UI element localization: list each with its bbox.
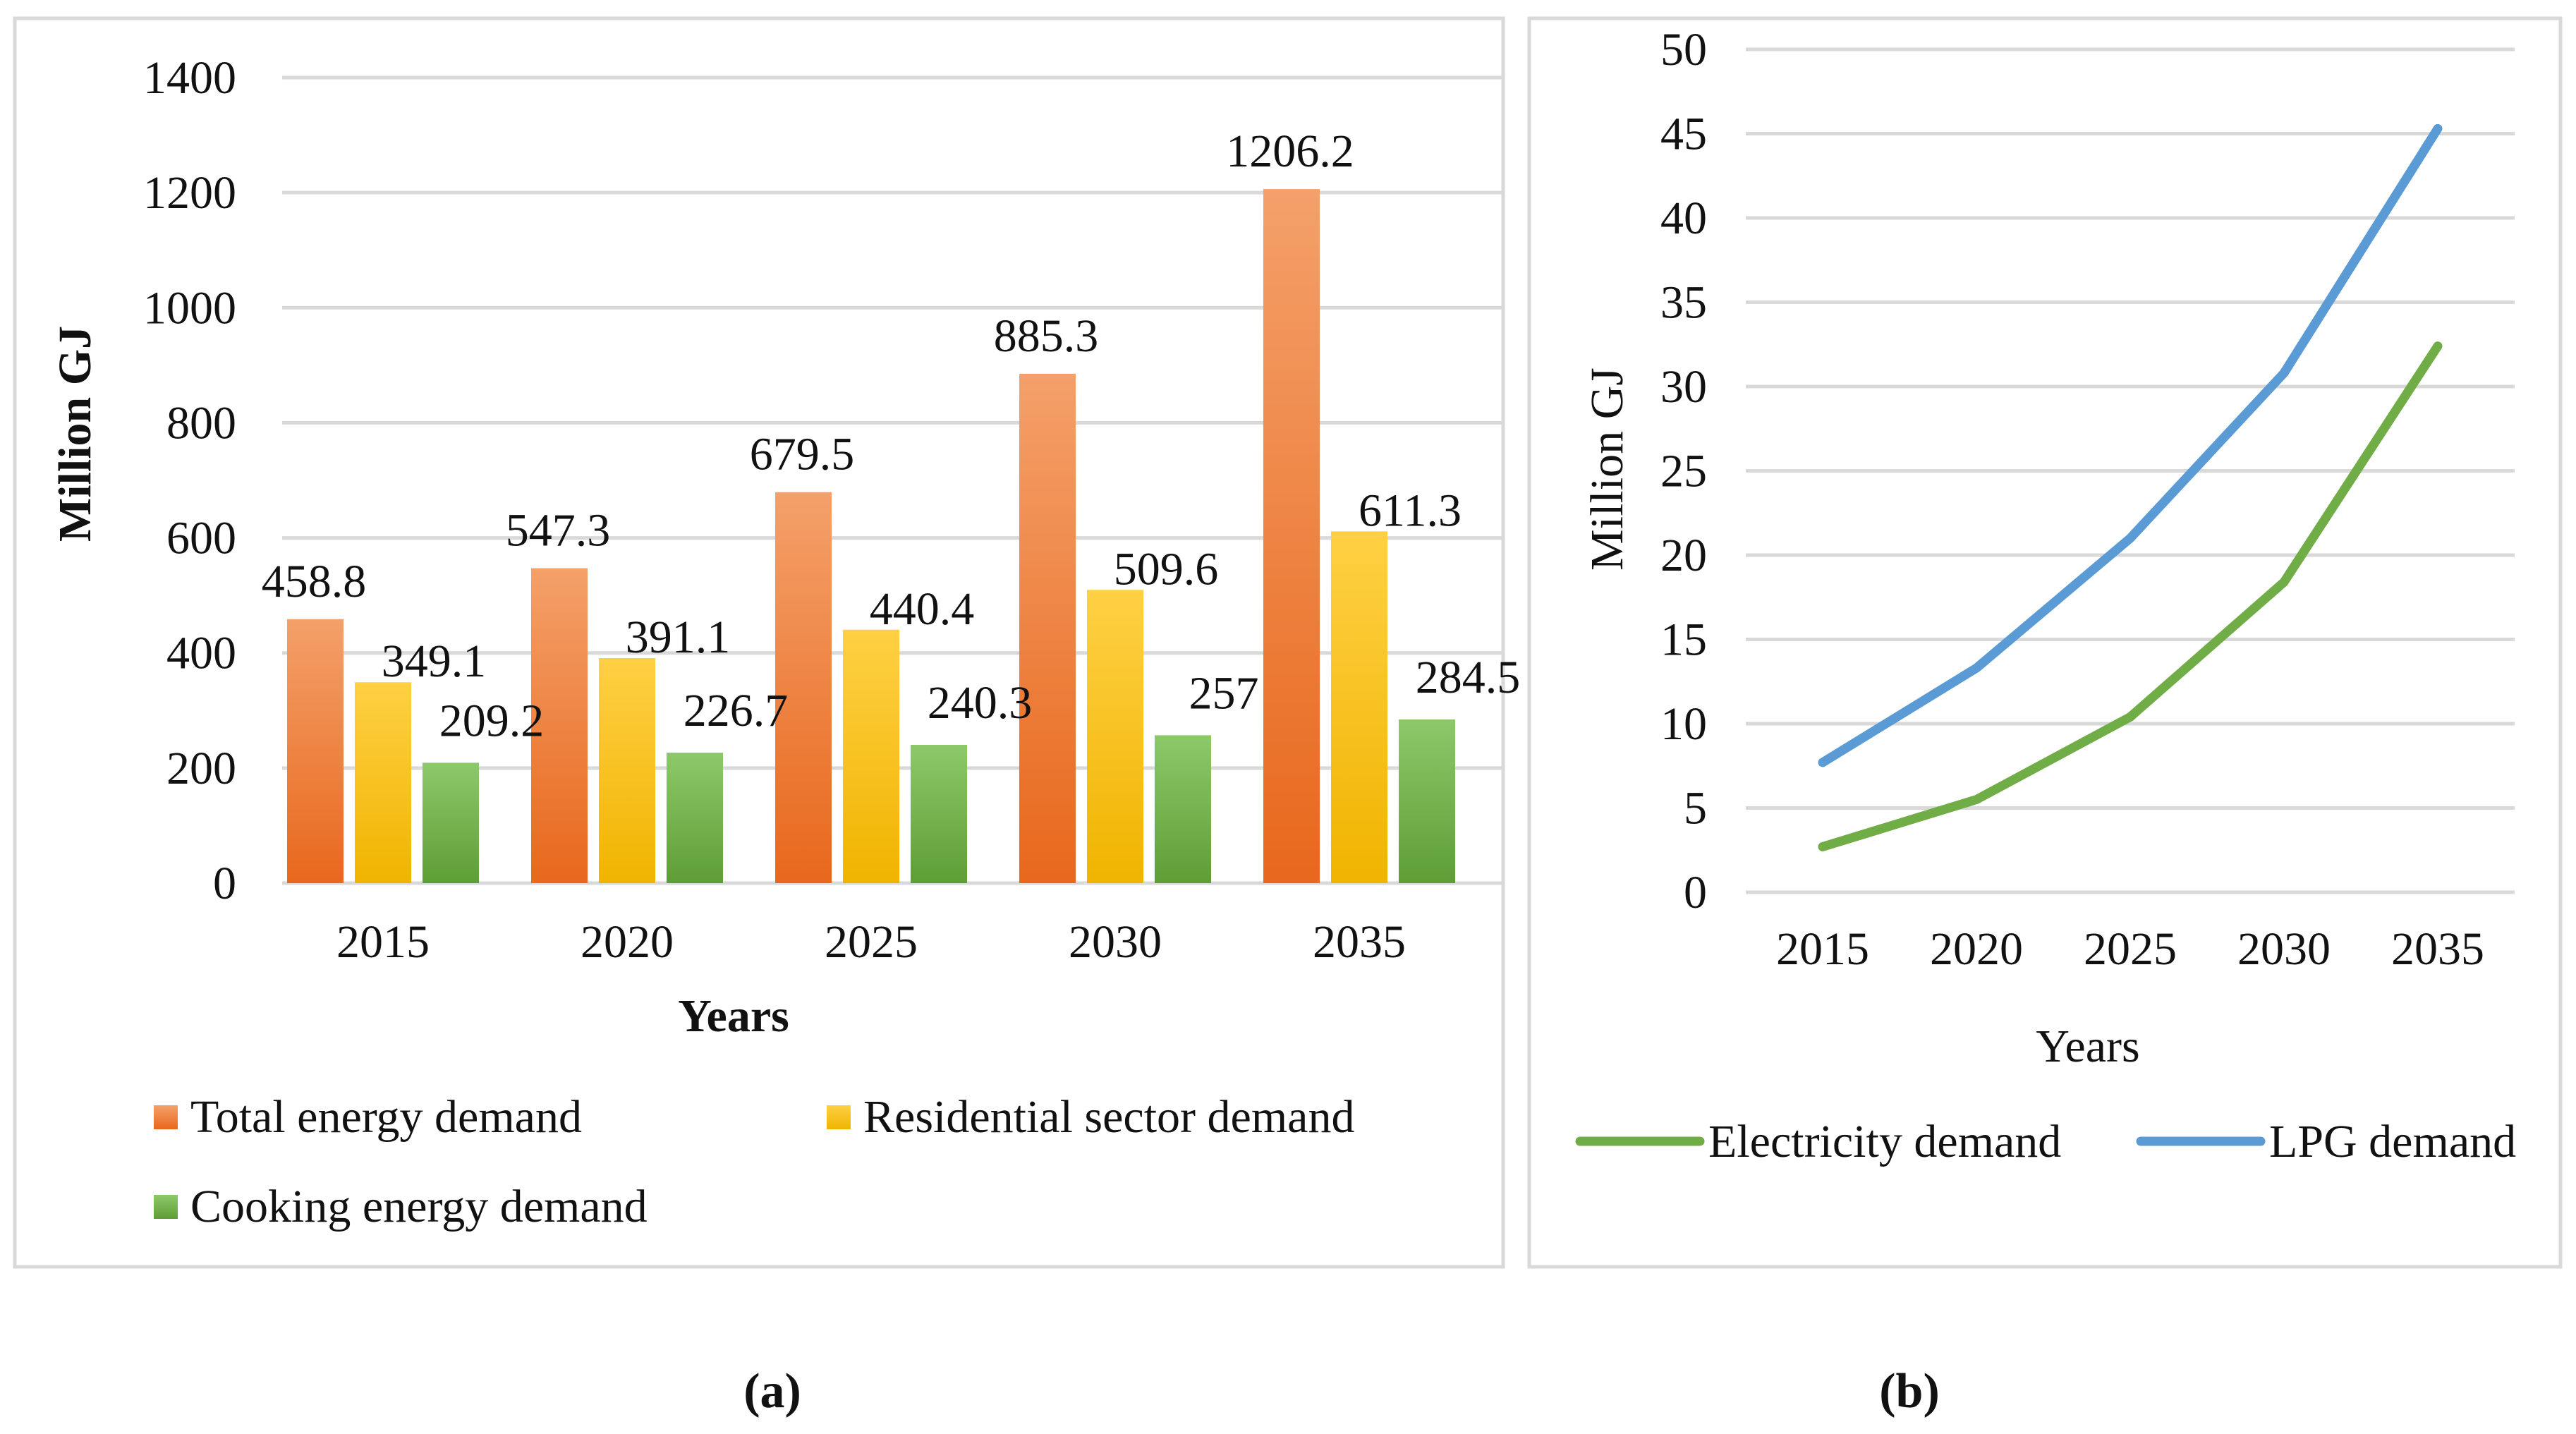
panel-a-x-tick-label: 2030 (1069, 916, 1162, 968)
panel-b-x-axis-title: Years (2036, 1021, 2139, 1072)
bar-value-label: 257 (1189, 667, 1259, 719)
panel-b-lines (1818, 123, 2443, 851)
bar-value-label: 349.1 (382, 636, 487, 687)
legend-label: LPG demand (2269, 1116, 2516, 1167)
panel-a-y-tick-label: 200 (166, 743, 236, 794)
panel-b-x-ticks: 2015 2020 2025 2030 2035 (1776, 923, 2484, 975)
bar-total-energy-demand-2035 (1263, 189, 1320, 883)
bar-total-energy-demand-2020 (531, 568, 588, 883)
bar-residential-sector-demand-2025 (843, 629, 899, 883)
panel-a-x-tick-label: 2025 (825, 916, 918, 968)
panel-a-y-ticks: 0 200 400 600 800 1000 1200 1400 (143, 52, 236, 909)
panel-a-y-tick-label: 1400 (143, 52, 236, 104)
legend-label: Cooking energy demand (190, 1181, 648, 1232)
bar-cooking-energy-demand-2015 (423, 762, 479, 883)
panel-b-y-tick-label: 15 (1660, 614, 1707, 666)
panel-b-y-tick-label: 25 (1660, 446, 1707, 497)
panel-b-y-ticks: 0 5 10 15 20 25 30 35 40 45 50 (1660, 24, 1707, 918)
line-electricity-demand (1818, 341, 2443, 851)
panel-b-y-tick-label: 35 (1660, 277, 1707, 329)
legend-label: Total energy demand (190, 1091, 582, 1143)
bar-residential-sector-demand-2035 (1331, 531, 1387, 883)
bar-value-label: 226.7 (684, 685, 789, 736)
panel-a-x-tick-label: 2035 (1313, 916, 1406, 968)
panel-a-y-tick-label: 1200 (143, 167, 236, 219)
panel-b-x-tick-label: 2035 (2391, 923, 2484, 975)
bar-value-label: 240.3 (928, 677, 1033, 729)
bar-value-label: 1206.2 (1226, 126, 1354, 177)
panel-a-y-tick-label: 600 (166, 513, 236, 564)
bar-total-energy-demand-2015 (287, 619, 344, 883)
panel-a-y-tick-label: 1000 (143, 282, 236, 334)
bar-value-label: 611.3 (1359, 485, 1462, 536)
bar-residential-sector-demand-2030 (1087, 590, 1143, 883)
panel-b-y-tick-label: 45 (1660, 109, 1707, 160)
panel-a-x-tick-label: 2015 (336, 916, 430, 968)
bar-value-label: 284.5 (1416, 652, 1521, 703)
bar-cooking-energy-demand-2025 (911, 744, 967, 883)
bar-value-label: 885.3 (994, 310, 1099, 362)
panel-a-x-axis-title: Years (678, 990, 789, 1042)
bar-cooking-energy-demand-2030 (1155, 735, 1211, 883)
panel-a-legend: Total energy demand Residential sector de… (154, 1091, 1354, 1232)
panel-a-x-ticks: 2015 2020 2025 2030 2035 (336, 916, 1406, 968)
bar-value-label: 391.1 (626, 612, 731, 663)
panel-a-bar-chart: 0 200 400 600 800 1000 1200 1400 458.8 349.1 209.… (13, 16, 1521, 1269)
panel-a-x-tick-label: 2020 (581, 916, 674, 968)
panel-b-y-axis-title: Million GJ (1581, 367, 1633, 571)
legend-label: Electricity demand (1708, 1116, 2061, 1167)
panel-a-y-axis-title: Million GJ (49, 326, 101, 542)
bar-value-label: 679.5 (750, 429, 855, 480)
panel-b-caption: (b) (1879, 1364, 1940, 1418)
panel-b-x-tick-label: 2020 (1930, 923, 2023, 975)
panel-b-y-tick-label: 0 (1684, 867, 1707, 918)
panel-a-y-tick-label: 400 (166, 628, 236, 679)
line-lpg-demand (1818, 123, 2443, 767)
legend-swatch-residential-sector-demand (827, 1105, 851, 1129)
legend-swatch-cooking-energy-demand (154, 1195, 178, 1219)
bar-value-label: 440.4 (870, 583, 975, 635)
bar-value-label: 509.6 (1114, 543, 1219, 595)
panel-b-y-tick-label: 20 (1660, 530, 1707, 581)
bar-residential-sector-demand-2015 (355, 682, 411, 883)
bar-value-label: 458.8 (262, 556, 367, 607)
panel-b-y-tick-label: 10 (1660, 698, 1707, 750)
panel-a-y-tick-label: 0 (213, 858, 236, 909)
panel-a-bars (287, 189, 1455, 883)
panel-b-y-tick-label: 30 (1660, 361, 1707, 413)
legend-label: Residential sector demand (863, 1091, 1354, 1143)
bar-total-energy-demand-2030 (1019, 373, 1076, 883)
panel-a-value-labels: 458.8 349.1 209.2 547.3 391.1 226.7 679.5 440.4… (262, 126, 1521, 746)
panel-b-y-tick-label: 40 (1660, 193, 1707, 244)
panel-b-legend: Electricity demand LPG demand (1575, 1116, 2516, 1167)
panel-a-y-tick-label: 800 (166, 397, 236, 449)
bar-residential-sector-demand-2020 (599, 657, 655, 883)
panel-b-frame (1527, 16, 2563, 1269)
bar-value-label: 209.2 (439, 695, 545, 746)
legend-swatch-total-energy-demand (154, 1105, 178, 1129)
panel-b-y-tick-label: 50 (1660, 24, 1707, 75)
panel-a-frame (13, 16, 1505, 1269)
panel-b-x-tick-label: 2025 (2084, 923, 2177, 975)
panel-b-y-tick-label: 5 (1684, 783, 1707, 834)
bar-value-label: 547.3 (506, 505, 611, 557)
bar-cooking-energy-demand-2020 (667, 753, 723, 883)
panel-a-caption: (a) (743, 1364, 801, 1418)
panel-b-x-tick-label: 2030 (2237, 923, 2331, 975)
panel-b-x-tick-label: 2015 (1776, 923, 1869, 975)
bar-total-energy-demand-2025 (775, 492, 832, 883)
panel-b-gridlines (1746, 47, 2515, 894)
bar-cooking-energy-demand-2035 (1399, 719, 1455, 883)
